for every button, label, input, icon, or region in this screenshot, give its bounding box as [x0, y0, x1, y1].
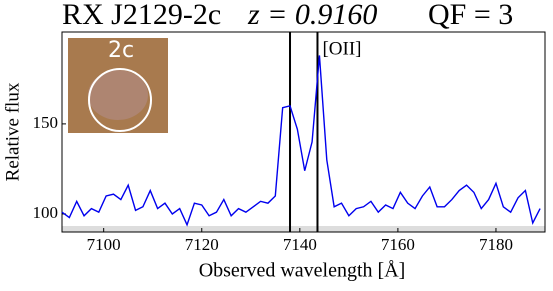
annotation: [OII] — [322, 38, 361, 59]
inset-label: 2c — [108, 38, 134, 63]
inset: 2c — [68, 38, 168, 133]
inset-circle — [88, 68, 152, 132]
y-axis-label: Relative flux — [2, 82, 23, 181]
inset-blob — [88, 70, 148, 120]
x-tick-label: 7140 — [283, 235, 317, 254]
y-tick-label: 150 — [33, 113, 59, 132]
x-tick-label: 7180 — [479, 235, 513, 254]
redshift: z = 0.9160 — [247, 0, 377, 31]
plot-frame — [61, 31, 546, 233]
x-tick-label: 7120 — [185, 235, 219, 254]
quality-flag: QF = 3 — [428, 0, 513, 31]
x-axis-label: Observed wavelength [Å] — [199, 260, 406, 282]
spectrum-line — [61, 55, 541, 227]
sky-band — [62, 226, 545, 232]
x-tick-label: 7160 — [381, 235, 415, 254]
x-tick-label: 7100 — [87, 235, 121, 254]
chart-title: RX J2129-2c — [62, 0, 221, 31]
y-tick-label: 100 — [33, 203, 59, 222]
